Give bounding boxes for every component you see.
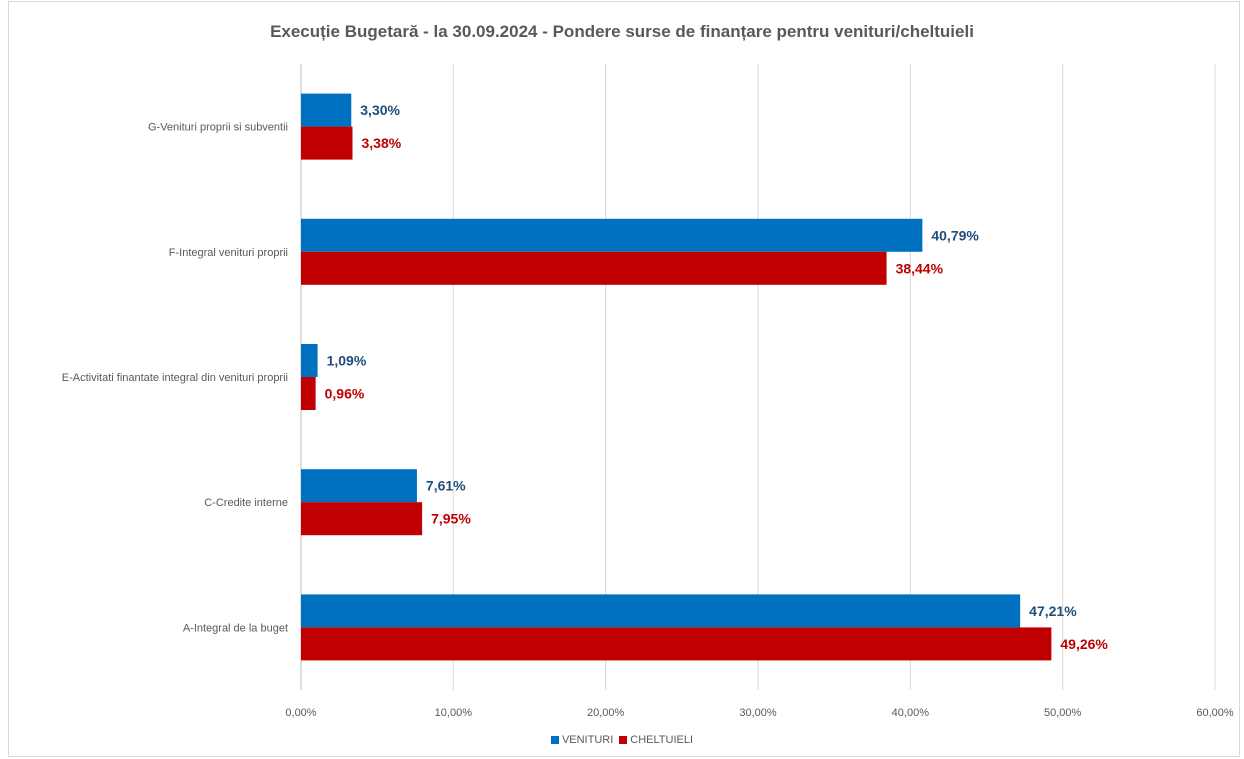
x-tick-label: 0,00% xyxy=(285,707,316,719)
bar-venituri xyxy=(301,594,1021,628)
data-label: 1,09% xyxy=(327,353,367,369)
bar-venituri xyxy=(301,469,417,503)
legend-swatch xyxy=(550,736,559,744)
category-label: E-Activitati finantate integral din veni… xyxy=(62,372,288,384)
legend-swatch xyxy=(619,736,628,744)
bar-cheltuieli xyxy=(301,377,316,410)
data-label: 7,95% xyxy=(431,511,471,527)
bar-cheltuieli xyxy=(301,126,353,160)
data-label: 7,61% xyxy=(426,478,466,494)
x-tick-label: 50,00% xyxy=(1044,707,1082,719)
bar-cheltuieli xyxy=(301,502,423,536)
category-label: C-Credite interne xyxy=(204,497,288,509)
bar-venituri xyxy=(301,344,318,377)
x-tick-label: 40,00% xyxy=(892,707,930,719)
legend-item-cheltuieli: CHELTUIELI xyxy=(619,734,693,746)
category-label: G-Venituri proprii si subventii xyxy=(148,122,288,134)
category-label: A-Integral de la buget xyxy=(183,622,288,634)
legend-item-venituri: VENITURI xyxy=(550,734,614,746)
data-label: 0,96% xyxy=(325,386,365,402)
legend-label: VENITURI xyxy=(561,734,614,746)
legend-label: CHELTUIELI xyxy=(630,734,694,746)
x-tick-label: 30,00% xyxy=(739,707,777,719)
category-label: F-Integral venituri proprii xyxy=(169,247,288,259)
data-label: 49,26% xyxy=(1060,636,1108,652)
legend: VENITURI CHELTUIELI xyxy=(0,734,1244,747)
bar-cheltuieli xyxy=(301,251,887,285)
chart-title: Execuție Bugetară - la 30.09.2024 - Pond… xyxy=(270,22,974,41)
data-label: 38,44% xyxy=(896,260,944,276)
x-tick-label: 60,00% xyxy=(1196,707,1234,719)
data-label: 3,30% xyxy=(360,102,400,118)
bar-cheltuieli xyxy=(301,627,1052,661)
bar-venituri xyxy=(301,218,923,252)
data-label: 40,79% xyxy=(931,227,979,243)
data-label: 47,21% xyxy=(1029,603,1077,619)
x-tick-label: 10,00% xyxy=(435,707,473,719)
data-label: 3,38% xyxy=(361,135,401,151)
bar-venituri xyxy=(301,93,352,127)
x-tick-label: 20,00% xyxy=(587,707,625,719)
